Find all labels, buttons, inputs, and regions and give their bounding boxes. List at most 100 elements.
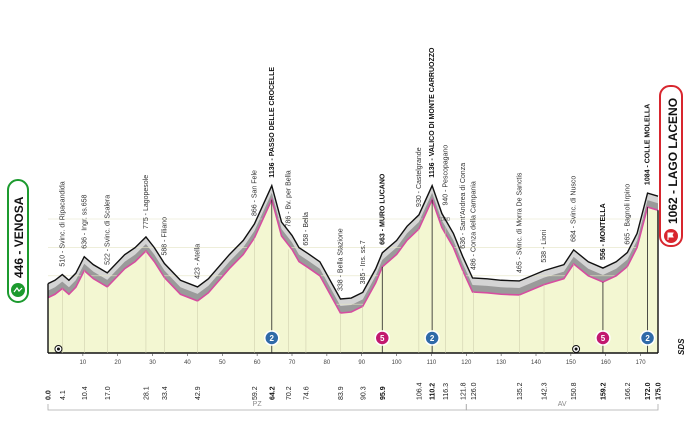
km-label: 64.2 bbox=[269, 386, 276, 400]
profile-body bbox=[48, 199, 658, 353]
checkpoint-dot bbox=[574, 347, 578, 351]
waypoint-label: 636 - Sant'Andrea di Conza bbox=[460, 163, 467, 249]
km-label: 17.0 bbox=[105, 386, 112, 400]
km-label: 28.1 bbox=[143, 386, 150, 400]
km-labels: 0.0 4.1 10.4 17.0 28.1 33.4 42.9 59.2 64.2 70.2 74… bbox=[46, 382, 663, 400]
km-label: 110.2 bbox=[430, 383, 437, 400]
svg-text:446 - VENOSA: 446 - VENOSA bbox=[12, 196, 26, 278]
sprint-icon: 5 bbox=[595, 330, 611, 346]
x-tick-label: 30 bbox=[149, 360, 156, 366]
km-label: 126.0 bbox=[471, 382, 478, 400]
x-tick-label: 170 bbox=[636, 360, 647, 366]
waypoint-label: 663 - MURO LUCANO bbox=[379, 173, 386, 245]
x-tick-label: 20 bbox=[114, 360, 121, 366]
km-label: 10.4 bbox=[82, 386, 89, 400]
marker-category: 2 bbox=[430, 334, 435, 343]
km-label: 70.2 bbox=[286, 386, 293, 400]
waypoint-label: 423 - Atella bbox=[195, 244, 202, 279]
x-tick-label: 90 bbox=[358, 360, 365, 366]
x-tick-label: 160 bbox=[601, 360, 612, 366]
marker-category: 5 bbox=[380, 334, 385, 343]
waypoint-label: 930 - Castelgrande bbox=[416, 147, 423, 207]
kom-climb-icon: 2 bbox=[424, 330, 440, 346]
x-tick-label: 100 bbox=[392, 360, 403, 366]
province-label: AV bbox=[558, 401, 567, 408]
checkpoint-icon bbox=[572, 345, 581, 353]
sprint-icon: 5 bbox=[374, 330, 391, 346]
waypoint-labels: 510 - Svinc. di Ripacandida 636 - Ingr. s… bbox=[59, 47, 651, 291]
finish-badge: 1062 - LAGO LACENO bbox=[659, 85, 683, 247]
finish-altitude: 1062 bbox=[666, 197, 680, 224]
km-label: 121.8 bbox=[460, 382, 467, 400]
marker-disc bbox=[424, 330, 440, 346]
waypoint-label: 385 - Ins. ss.7 bbox=[360, 240, 367, 284]
x-tick-label: 10 bbox=[80, 360, 87, 366]
checkpoint-icon bbox=[54, 345, 63, 353]
km-label: 166.2 bbox=[625, 382, 632, 400]
marker-disc bbox=[639, 330, 656, 346]
waypoint-label: 940 - Pescopagano bbox=[442, 145, 449, 206]
km-label: 150.8 bbox=[571, 382, 578, 400]
finish-name: LAGO LACENO bbox=[666, 98, 680, 187]
x-tick-label: 70 bbox=[289, 360, 296, 366]
waypoint-label: 866 - San Fele bbox=[251, 170, 258, 216]
waypoint-label: 665 - Bagnoli Irpino bbox=[624, 184, 631, 245]
x-tick-label: 40 bbox=[184, 360, 191, 366]
brand-logo: SDS bbox=[677, 338, 686, 355]
marker-disc bbox=[264, 330, 280, 346]
waypoint-label: 510 - Svinc. di Ripacandida bbox=[59, 181, 66, 266]
marker-disc bbox=[595, 330, 611, 346]
checkpoint-dot bbox=[56, 347, 60, 351]
waypoint-label: 786 - Bv. per Bella bbox=[286, 170, 293, 227]
waypoint-label: 338 - Bella Stazione bbox=[337, 228, 344, 291]
start-name: VENOSA bbox=[12, 196, 26, 247]
start-badge: 446 - VENOSA bbox=[7, 179, 29, 303]
waypoint-drop-lines bbox=[62, 199, 648, 353]
km-label: 33.4 bbox=[162, 386, 169, 400]
waypoint-label: 465 - Svinc. di Morra De Sanctis bbox=[516, 172, 523, 273]
waypoint-label: 658 - Bella bbox=[303, 212, 310, 246]
y-tick-label: 1000 bbox=[438, 217, 450, 223]
province-bracket bbox=[465, 404, 659, 411]
waypoint-label: 556 - MONTELLA bbox=[600, 203, 607, 260]
km-label: 142.3 bbox=[542, 382, 549, 400]
km-label: 116.3 bbox=[443, 383, 450, 400]
waypoint-label: 636 - Ingr. ss.658 bbox=[81, 194, 88, 248]
x-axis-ticks: 10 20 30 40 50 60 70 80 90 100 110 120 130 140 150 160 1… bbox=[80, 353, 647, 366]
x-tick-label: 150 bbox=[566, 360, 577, 366]
x-tick-label: 80 bbox=[324, 360, 331, 366]
km-label: 83.9 bbox=[338, 386, 345, 400]
km-label: 172.0 bbox=[645, 382, 652, 400]
km-label: 106.4 bbox=[416, 382, 423, 400]
km-label: 74.6 bbox=[303, 386, 310, 400]
km-label: 175.0 bbox=[656, 382, 663, 400]
km-label: 42.9 bbox=[195, 386, 202, 400]
x-tick-label: 50 bbox=[219, 360, 226, 366]
kom-climb-icon: 2 bbox=[639, 330, 656, 346]
km-label: 59.2 bbox=[252, 386, 259, 400]
x-tick-label: 120 bbox=[461, 360, 472, 366]
km-label: 95.9 bbox=[380, 386, 387, 400]
marker-category: 2 bbox=[645, 334, 650, 343]
climb-sprint-markers: 2 5 2 5 2 bbox=[54, 330, 656, 353]
province-label: PZ bbox=[253, 401, 263, 408]
waypoint-label: 588 - Filiano bbox=[161, 217, 168, 256]
x-tick-label: 140 bbox=[531, 360, 542, 366]
km-label: 4.1 bbox=[60, 390, 67, 400]
marker-disc bbox=[374, 330, 391, 346]
profile-outline bbox=[47, 183, 659, 300]
waypoint-label: 775 - Lagopesole bbox=[143, 175, 150, 229]
x-tick-label: 60 bbox=[254, 360, 261, 366]
waypoint-label: 1084 - COLLE MOLELLA bbox=[645, 104, 652, 185]
km-label: 0.0 bbox=[46, 390, 53, 400]
waypoint-label: 1136 - VALICO DI MONTE CARRUOZZO bbox=[429, 47, 436, 178]
marker-category: 5 bbox=[601, 334, 606, 343]
waypoint-label: 486 - Conza della Campania bbox=[470, 181, 477, 270]
svg-text:1062 - LAGO LACE: 1062 - LAGO LACENO bbox=[666, 98, 680, 224]
province-brackets: PZ AV bbox=[47, 401, 659, 411]
km-label: 159.2 bbox=[600, 382, 607, 400]
profile-bands bbox=[48, 185, 658, 314]
x-tick-label: 130 bbox=[496, 360, 507, 366]
waypoint-label: 684 - Svinc. di Nusco bbox=[571, 176, 578, 242]
